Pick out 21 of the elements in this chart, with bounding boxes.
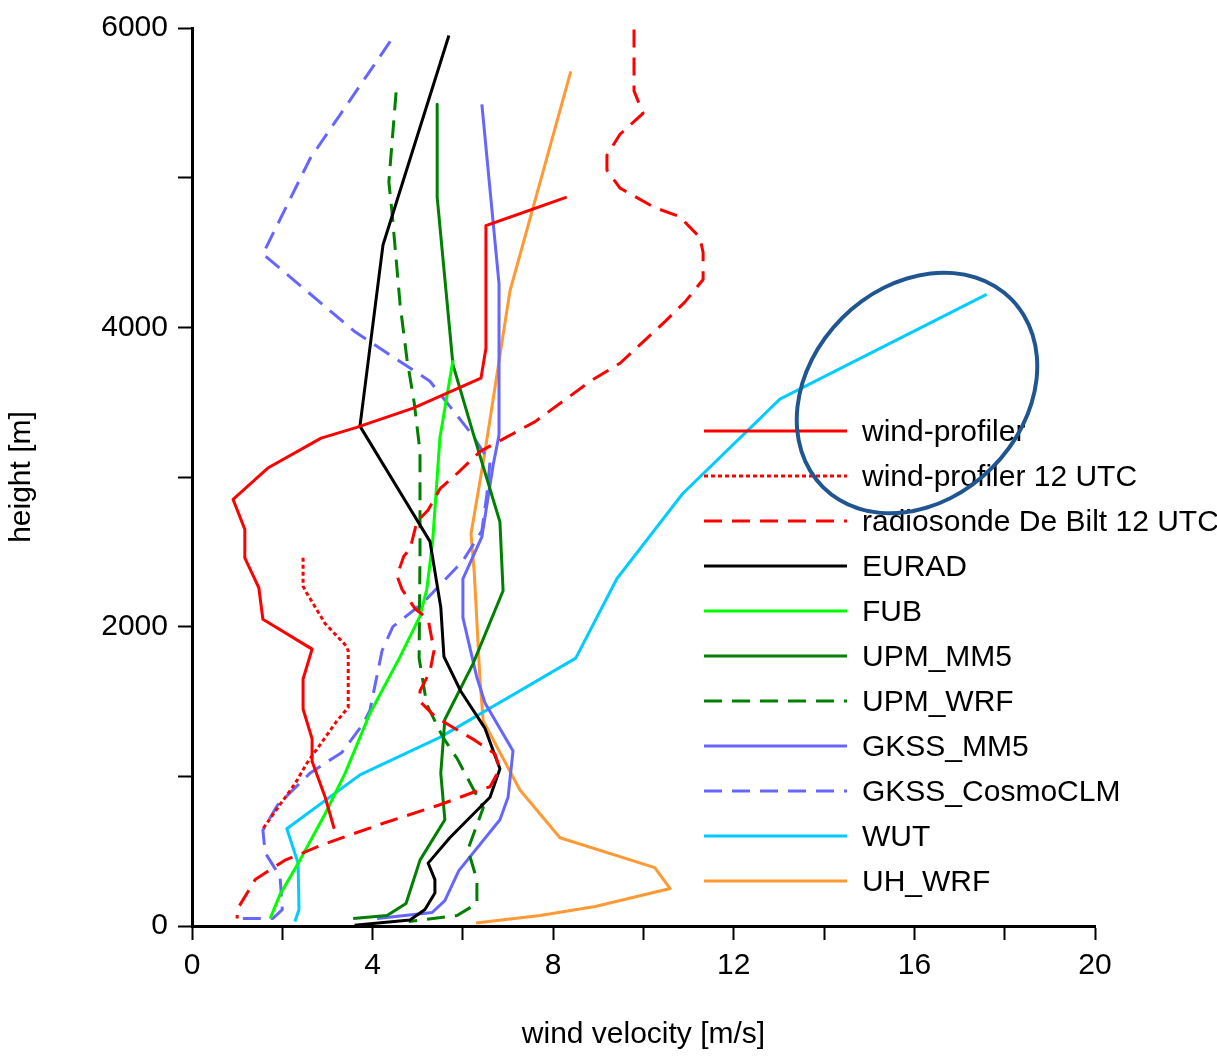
x-tick-label: 16 [897,947,932,981]
legend-label: radiosonde De Bilt 12 UTC [862,503,1217,539]
legend-label: FUB [862,593,922,629]
x-tick-label: 20 [1078,947,1112,981]
legend-label: EURAD [862,548,968,584]
y-tick-label: 4000 [101,308,168,342]
x-tick-label: 4 [364,947,381,981]
x-tick-label: 12 [717,947,751,981]
y-tick-label: 6000 [101,9,168,43]
y-tick-label: 2000 [101,607,168,641]
x-axis-title: wind velocity [m/s] [520,1016,766,1050]
legend-label: UH_WRF [862,863,991,899]
legend-label: GKSS_CosmoCLM [862,773,1121,809]
y-axis-title: height [m] [3,411,37,543]
legend-label: GKSS_MM5 [862,728,1029,764]
legend-label: UPM_WRF [862,683,1014,719]
legend-label: WUT [862,818,931,854]
x-tick-label: 8 [544,947,562,981]
legend-label: UPM_MM5 [862,638,1013,674]
y-tick-label: 0 [151,907,168,941]
x-tick-label: 0 [183,947,201,981]
